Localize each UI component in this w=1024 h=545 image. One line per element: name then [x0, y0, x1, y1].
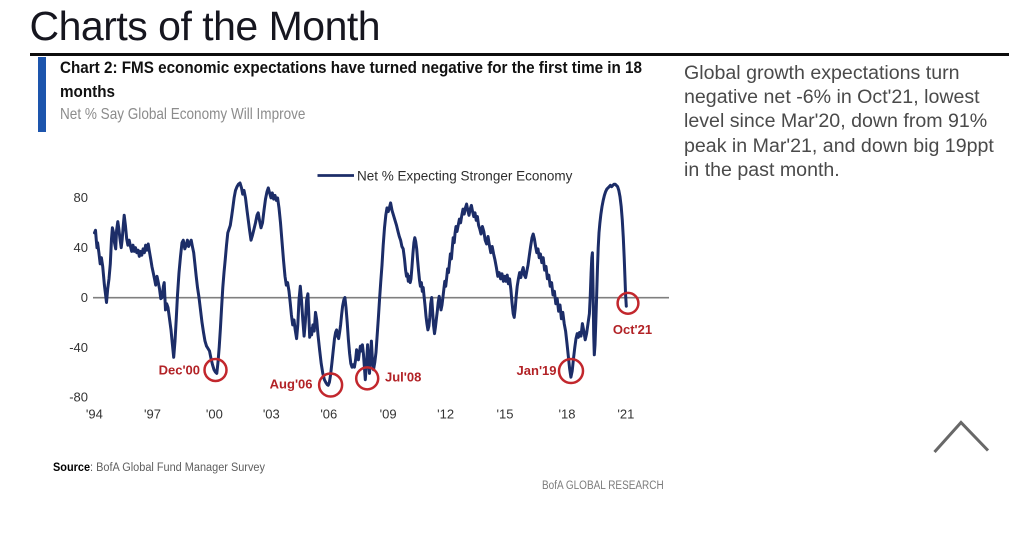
svg-text:'94: '94 [86, 407, 103, 422]
svg-text:'06: '06 [320, 407, 337, 422]
svg-text:-80: -80 [69, 390, 88, 405]
svg-text:Jul'08: Jul'08 [385, 370, 421, 385]
svg-text:Aug'06: Aug'06 [270, 377, 313, 392]
svg-text:'21: '21 [617, 407, 634, 422]
svg-text:'03: '03 [263, 407, 280, 422]
svg-text:'09: '09 [380, 407, 397, 422]
svg-text:Net % Expecting Stronger Econo: Net % Expecting Stronger Economy [357, 169, 573, 184]
svg-text:'00: '00 [206, 407, 223, 422]
svg-text:Jan'19: Jan'19 [517, 363, 557, 378]
svg-text:'15: '15 [497, 407, 514, 422]
svg-text:'18: '18 [559, 407, 576, 422]
svg-text:-40: -40 [69, 340, 88, 355]
svg-text:0: 0 [81, 290, 88, 305]
svg-text:'97: '97 [144, 407, 161, 422]
svg-text:40: 40 [74, 240, 88, 255]
svg-text:Dec'00: Dec'00 [159, 363, 200, 378]
svg-text:80: 80 [74, 190, 88, 205]
svg-text:Oct'21: Oct'21 [613, 322, 652, 337]
svg-text:'12: '12 [437, 407, 454, 422]
